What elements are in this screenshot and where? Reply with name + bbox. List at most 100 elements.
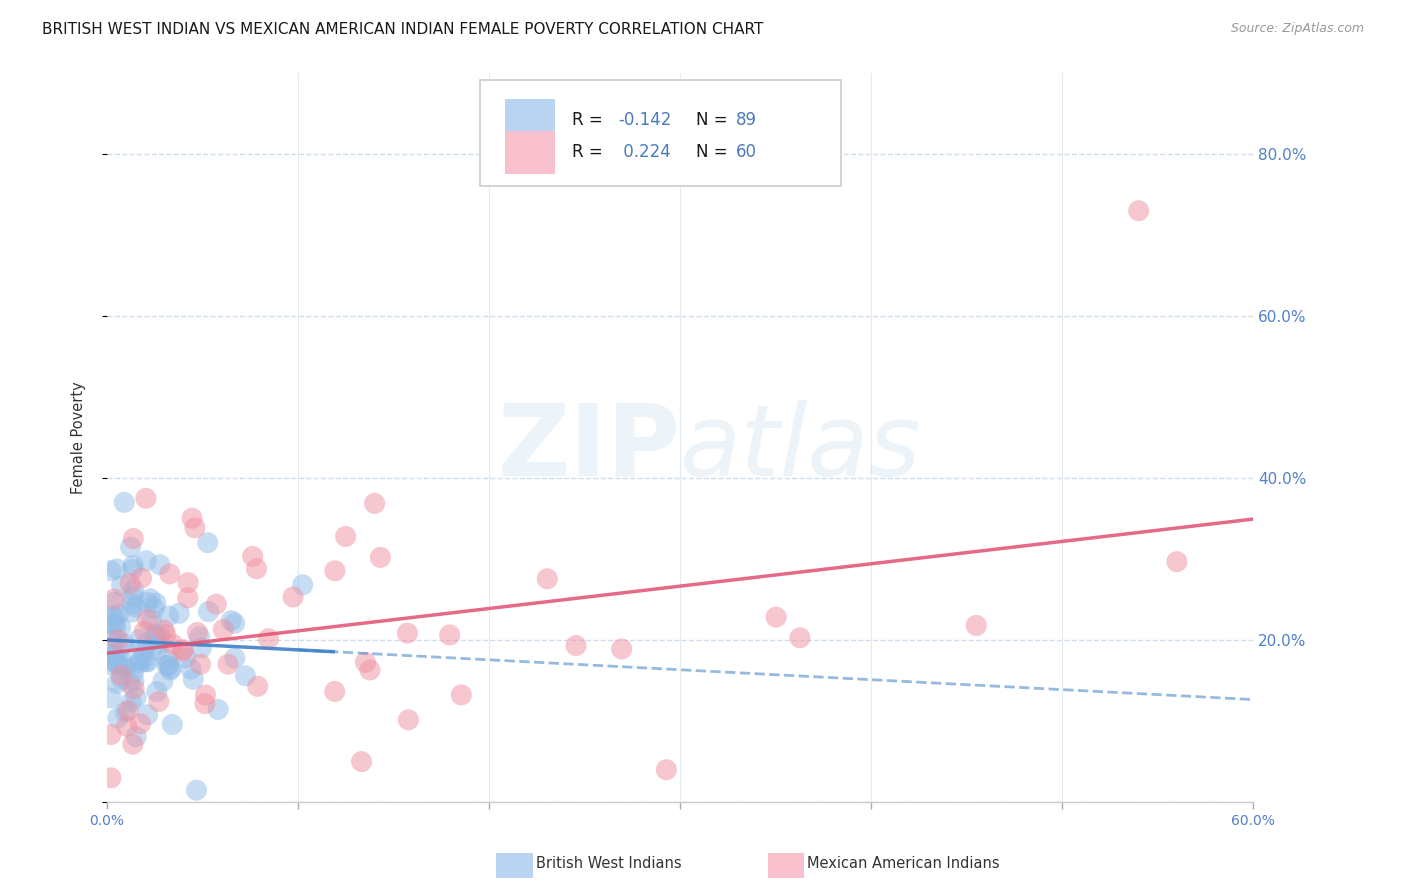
Point bbox=[172, 642, 194, 657]
Point bbox=[197, 535, 219, 549]
Point bbox=[207, 702, 229, 716]
Point bbox=[114, 637, 136, 651]
Point bbox=[122, 558, 145, 573]
Point bbox=[156, 658, 179, 673]
Point bbox=[122, 583, 145, 598]
Point bbox=[291, 578, 314, 592]
Point bbox=[136, 613, 159, 627]
Point bbox=[128, 632, 150, 647]
Point bbox=[136, 636, 159, 650]
Point bbox=[1166, 555, 1188, 569]
Point bbox=[101, 618, 124, 632]
Point bbox=[354, 656, 377, 670]
Point bbox=[177, 591, 200, 605]
Point bbox=[114, 705, 136, 719]
Point bbox=[146, 684, 169, 698]
Point bbox=[103, 591, 125, 606]
Point bbox=[122, 532, 145, 546]
Text: N =: N = bbox=[696, 111, 733, 128]
Point bbox=[135, 491, 157, 506]
Point bbox=[107, 657, 129, 672]
Point bbox=[181, 673, 204, 687]
Point bbox=[145, 596, 167, 610]
Point bbox=[162, 637, 184, 651]
Point bbox=[112, 660, 135, 674]
Point bbox=[112, 495, 135, 509]
Point bbox=[135, 554, 157, 568]
Point bbox=[186, 625, 208, 640]
Point bbox=[194, 697, 217, 711]
Text: R =: R = bbox=[572, 144, 609, 161]
Point bbox=[245, 562, 267, 576]
Point bbox=[103, 609, 125, 624]
Point bbox=[224, 651, 246, 665]
Text: 60: 60 bbox=[737, 144, 758, 161]
Point bbox=[100, 653, 122, 667]
Text: Source: ZipAtlas.com: Source: ZipAtlas.com bbox=[1230, 22, 1364, 36]
Point bbox=[143, 601, 166, 615]
Point bbox=[122, 665, 145, 680]
Point bbox=[136, 655, 159, 669]
Point bbox=[655, 763, 678, 777]
Point bbox=[111, 640, 134, 655]
Point bbox=[186, 783, 208, 797]
Point bbox=[100, 728, 122, 742]
Point bbox=[132, 645, 155, 659]
Point bbox=[335, 529, 357, 543]
Point bbox=[350, 755, 373, 769]
Point bbox=[359, 663, 381, 677]
Point bbox=[221, 614, 243, 628]
Text: atlas: atlas bbox=[681, 400, 922, 497]
Point bbox=[148, 694, 170, 708]
Point bbox=[439, 628, 461, 642]
Point bbox=[104, 621, 127, 635]
Point bbox=[115, 719, 138, 733]
Text: British West Indians: British West Indians bbox=[536, 856, 682, 871]
Point bbox=[131, 571, 153, 585]
Point bbox=[128, 653, 150, 667]
Point bbox=[104, 631, 127, 645]
Point bbox=[120, 695, 142, 709]
Point bbox=[152, 673, 174, 688]
Point bbox=[396, 626, 419, 640]
Point bbox=[536, 572, 558, 586]
Point bbox=[118, 576, 141, 591]
Point bbox=[121, 737, 143, 751]
Point bbox=[205, 597, 228, 611]
Point bbox=[190, 657, 212, 672]
Point bbox=[188, 630, 211, 644]
Point bbox=[212, 623, 235, 637]
Point bbox=[370, 550, 392, 565]
Point bbox=[965, 618, 987, 632]
Point bbox=[139, 591, 162, 606]
Point bbox=[153, 623, 176, 637]
Point bbox=[103, 648, 125, 662]
Point bbox=[159, 661, 181, 675]
Point bbox=[149, 627, 172, 641]
Point bbox=[110, 620, 132, 634]
Point bbox=[100, 640, 122, 654]
Point bbox=[159, 663, 181, 677]
Point bbox=[157, 609, 180, 624]
FancyBboxPatch shape bbox=[505, 131, 555, 174]
Point bbox=[181, 511, 204, 525]
Point bbox=[107, 711, 129, 725]
Point bbox=[105, 562, 128, 576]
Text: 89: 89 bbox=[737, 111, 758, 128]
Point bbox=[323, 564, 346, 578]
Point bbox=[149, 558, 172, 572]
Point bbox=[145, 629, 167, 643]
Point bbox=[105, 657, 128, 671]
Point bbox=[610, 641, 633, 656]
Point bbox=[110, 668, 132, 682]
Point bbox=[107, 632, 129, 647]
Point bbox=[100, 658, 122, 673]
Point bbox=[145, 638, 167, 652]
Point bbox=[136, 595, 159, 609]
Point bbox=[167, 606, 190, 620]
FancyBboxPatch shape bbox=[479, 80, 841, 186]
Point bbox=[177, 575, 200, 590]
Point bbox=[131, 653, 153, 667]
Text: R =: R = bbox=[572, 111, 609, 128]
Point bbox=[323, 684, 346, 698]
